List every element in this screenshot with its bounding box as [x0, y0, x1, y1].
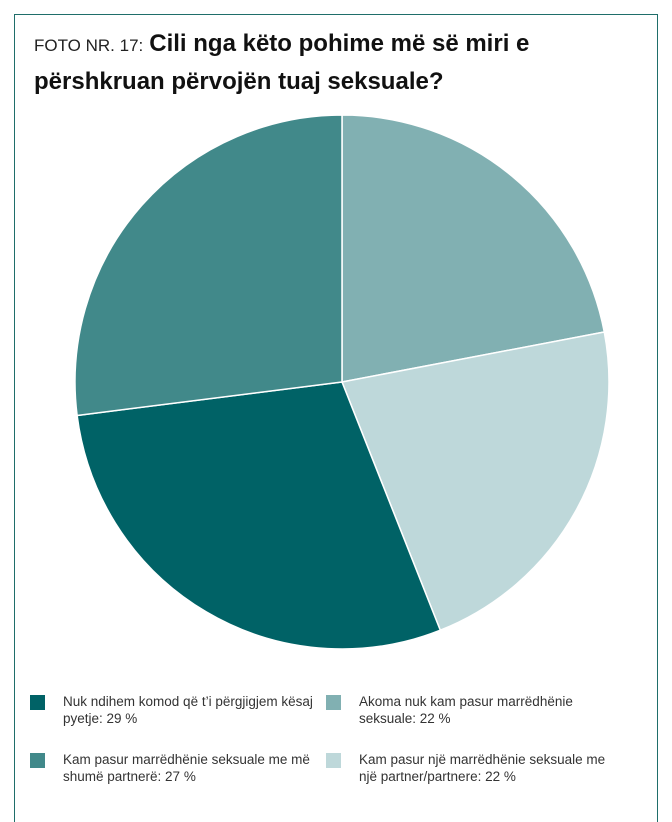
chart-frame — [14, 14, 658, 822]
legend-swatch — [30, 695, 45, 710]
legend-label: Akoma nuk kam pasur marrëdhënie seksuale… — [359, 694, 573, 726]
pie-slice — [341, 114, 606, 383]
legend-label: Kam pasur marrëdhënie seksuale me më shu… — [63, 752, 310, 784]
legend-swatch — [326, 753, 341, 768]
legend-item: Nuk ndihem komod që t’i përgjigjem kësaj… — [30, 693, 320, 727]
pie-chart — [74, 114, 610, 650]
legend-swatch — [326, 695, 341, 710]
legend-item: Kam pasur një marrëdhënie seksuale me nj… — [326, 751, 616, 785]
legend-item: Akoma nuk kam pasur marrëdhënie seksuale… — [326, 693, 616, 727]
pie-slice — [76, 381, 442, 650]
chart-title: FOTO NR. 17: Cili nga këto pohime më së m… — [34, 26, 634, 100]
title-text: Cili nga këto pohime më së miri e përshk… — [34, 30, 530, 95]
legend: Nuk ndihem komod që t’i përgjigjem kësaj… — [30, 693, 650, 793]
figure-number: FOTO NR. 17: — [34, 36, 144, 55]
legend-swatch — [30, 753, 45, 768]
legend-item: Kam pasur marrëdhënie seksuale me më shu… — [30, 751, 320, 785]
legend-label: Nuk ndihem komod që t’i përgjigjem kësaj… — [63, 694, 313, 726]
pie-slice — [341, 331, 610, 631]
legend-label: Kam pasur një marrëdhënie seksuale me nj… — [359, 752, 606, 784]
pie-slice — [74, 114, 343, 417]
